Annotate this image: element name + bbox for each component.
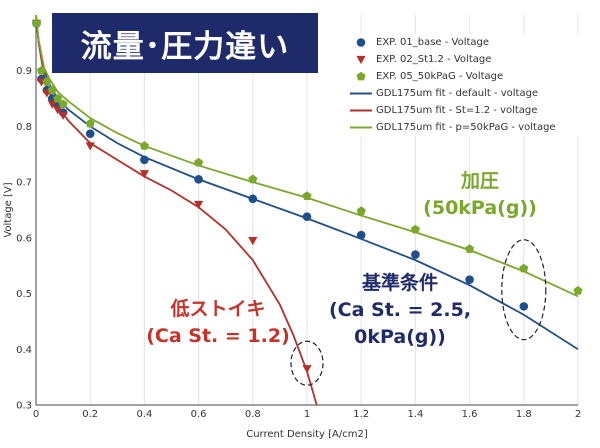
legend-symbol	[348, 68, 374, 85]
data-point-pentagon	[465, 244, 475, 253]
legend-symbol	[348, 85, 374, 102]
data-point-pentagon	[302, 191, 312, 200]
x-tick-label: 0.4	[136, 409, 152, 420]
legend-label: EXP. 01_base - Voltage	[376, 37, 490, 48]
x-tick-label: 1.2	[353, 409, 369, 420]
legend-label: EXP. 02_St1.2 - Voltage	[376, 54, 492, 65]
fit-line-4	[36, 15, 318, 405]
y-tick-label: 0.9	[16, 66, 32, 77]
data-point-pentagon	[85, 118, 95, 128]
data-point-circle	[140, 155, 149, 165]
legend-symbol	[348, 34, 374, 51]
x-tick-label: 2	[575, 409, 581, 420]
x-tick-label: 1	[304, 409, 310, 420]
data-point-pentagon	[139, 141, 149, 150]
data-point-circle	[465, 275, 474, 284]
annotation-pressurized: 加圧 (50kPa(g))	[380, 168, 580, 222]
annotation-low-stoich: 低ストイキ (Ca St. = 1.2)	[118, 296, 318, 350]
data-point-pentagon	[47, 85, 57, 95]
legend-marker	[356, 55, 366, 65]
annotation-low-stoich-line2: (Ca St. = 1.2)	[146, 325, 290, 347]
x-axis-label: Current Density [A/cm2]	[246, 429, 368, 440]
banner-title: 流量･圧力違い	[80, 28, 290, 65]
data-point-triangle	[139, 170, 149, 179]
x-tick-label: 0.6	[191, 409, 207, 420]
x-tick-label: 0.8	[245, 409, 261, 420]
data-point-pentagon	[356, 206, 366, 215]
x-tick-label: 1.4	[407, 409, 423, 420]
legend-item: GDL175um fit - default - voltage	[348, 85, 592, 102]
data-point-pentagon	[53, 93, 63, 103]
annotation-pressurized-line1: 加圧	[460, 170, 499, 192]
annotation-pressurized-line2: (50kPa(g))	[423, 197, 537, 219]
legend-item: EXP. 01_base - Voltage	[348, 34, 592, 51]
legend-label: GDL175um fit - p=50kPaG - voltage	[376, 122, 556, 133]
legend-symbol	[348, 119, 374, 136]
y-axis-label: Voltage [V]	[3, 182, 14, 237]
legend-symbol	[348, 102, 374, 119]
x-tick-label: 1.6	[462, 409, 478, 420]
legend-label: GDL175um fit - default - voltage	[376, 88, 539, 99]
data-point-triangle	[58, 111, 68, 120]
y-tick-label: 0.6	[16, 233, 32, 244]
data-point-pentagon	[573, 285, 583, 295]
axis-layer: 0 0.2 0.4 0.6 0.8 1 1.2 1.4 1.6 1.8 2 0.3 0.4 0.5 0.6 0…	[3, 15, 581, 440]
data-point-pentagon	[42, 77, 52, 86]
x-tick-label: 1.8	[516, 409, 532, 420]
data-point-triangle	[194, 200, 204, 210]
annotation-baseline-line2: (Ca St. = 2.5,	[328, 299, 472, 321]
highlight-layer	[290, 239, 547, 386]
y-tick-label: 0.4	[16, 345, 32, 356]
data-point-pentagon	[36, 65, 46, 75]
legend-item: EXP. 02_St1.2 - Voltage	[348, 51, 592, 68]
data-point-pentagon	[194, 157, 204, 167]
y-tick-label: 0.8	[16, 122, 32, 133]
legend-marker	[356, 71, 366, 81]
x-tick-label: 0	[33, 409, 39, 420]
data-point-triangle	[248, 237, 258, 246]
y-tick-label: 0.3	[16, 401, 32, 412]
y-tick-label: 0.5	[16, 289, 32, 300]
annotation-low-stoich-line1: 低ストイキ	[170, 298, 266, 320]
legend-marker	[356, 38, 366, 47]
data-point-circle	[356, 230, 366, 240]
data-point-circle	[411, 250, 420, 259]
annotation-baseline-line1: 基準条件	[361, 272, 438, 294]
legend-item: GDL175um fit - p=50kPaG - voltage	[348, 119, 592, 136]
legend-item: EXP. 05_50kPaG - Voltage	[348, 68, 592, 85]
data-point-pentagon	[31, 18, 42, 28]
x-tick-label: 0.2	[82, 409, 98, 420]
annotation-baseline-line3: 0kPa(g))	[354, 326, 446, 348]
highlight-ellipse-low-stoich	[290, 340, 324, 386]
title-banner: 流量･圧力違い	[52, 13, 318, 73]
data-point-circle	[519, 302, 529, 311]
legend-item: GDL175um fit - St=1.2 - voltage	[348, 102, 592, 119]
data-point-pentagon	[410, 224, 420, 234]
data-point-pentagon	[58, 99, 68, 109]
data-point-pentagon	[248, 174, 258, 184]
data-point-pentagon	[519, 263, 529, 273]
y-tick-label: 0.7	[16, 178, 32, 189]
point-layer	[31, 18, 583, 374]
highlight-ellipse-1.8	[501, 239, 547, 341]
data-point-triangle	[47, 100, 57, 109]
data-point-circle	[85, 129, 95, 138]
data-point-triangle	[302, 365, 312, 374]
data-point-circle	[194, 175, 203, 184]
legend-label: GDL175um fit - St=1.2 - voltage	[376, 105, 538, 116]
annotation-baseline: 基準条件 (Ca St. = 2.5, 0kPa(g))	[300, 270, 500, 351]
data-point-circle	[248, 194, 258, 204]
data-point-circle	[302, 212, 312, 221]
legend-label: EXP. 05_50kPaG - Voltage	[376, 71, 504, 82]
legend-symbol	[348, 51, 374, 68]
data-point-triangle	[85, 142, 95, 151]
data-point-triangle	[53, 106, 63, 115]
chart-legend: EXP. 01_base - Voltage EXP. 02_St1.2 - Vo…	[348, 34, 592, 136]
